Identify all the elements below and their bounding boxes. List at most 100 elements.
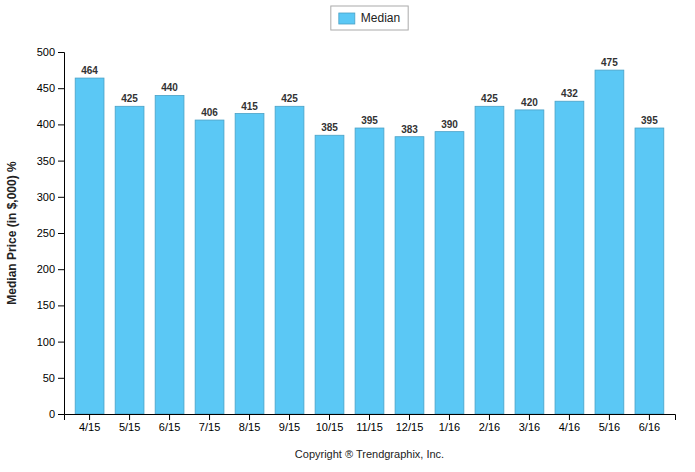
data-label: 432: [561, 88, 578, 99]
x-tick-label: 7/15: [199, 421, 220, 433]
x-tick-mark: [529, 414, 530, 420]
y-tick-label: 300: [37, 191, 55, 203]
x-tick-label: 11/15: [356, 421, 383, 433]
x-tick-mark: [129, 414, 130, 420]
x-tick-mark: [449, 414, 450, 420]
legend-item: Median: [339, 11, 400, 25]
x-tick-mark: [609, 414, 610, 420]
y-tick-mark: [58, 197, 64, 198]
bars: [75, 70, 664, 414]
data-label: 425: [481, 93, 498, 104]
y-axis-line: [58, 53, 65, 415]
y-tick: 100: [37, 336, 64, 348]
data-label: 383: [401, 124, 418, 135]
y-tick: 150: [37, 299, 64, 311]
x-tick: 10/15: [316, 414, 344, 433]
y-tick-mark: [58, 269, 64, 270]
plot: 0501001502002503003504004505004/155/156/…: [37, 46, 676, 433]
x-tick-label: 12/15: [396, 421, 424, 433]
y-tick-label: 450: [37, 82, 55, 94]
data-label: 406: [201, 107, 218, 118]
data-label: 475: [601, 57, 618, 68]
x-tick-label: 10/15: [316, 421, 344, 433]
x-tick-mark: [649, 414, 650, 420]
bar: [75, 78, 104, 414]
y-tick-mark: [58, 88, 64, 89]
legend: Median: [331, 6, 408, 30]
x-tick: 9/15: [279, 414, 300, 433]
x-tick-mark: [329, 414, 330, 420]
data-label: 440: [161, 82, 178, 93]
x-tick-mark: [209, 414, 210, 420]
bar: [555, 101, 584, 414]
y-tick-label: 200: [37, 263, 55, 275]
bar: [395, 137, 424, 414]
y-tick-mark: [58, 305, 64, 306]
bar: [115, 106, 144, 414]
data-label: 420: [521, 97, 538, 108]
y-tick-label: 350: [37, 155, 55, 167]
data-label: 390: [441, 119, 458, 130]
y-tick-mark: [58, 342, 64, 343]
y-tick-mark: [58, 124, 64, 125]
x-tick: 1/16: [439, 414, 460, 433]
y-tick: 400: [37, 118, 64, 130]
bar: [435, 132, 464, 414]
bar: [475, 106, 504, 414]
x-tick: 7/15: [199, 414, 220, 433]
x-axis-title: Copyright ® Trendgraphix, Inc.: [295, 448, 444, 460]
x-tick-label: 8/15: [239, 421, 260, 433]
bar: [235, 114, 264, 414]
x-tick: 2/16: [479, 414, 500, 433]
y-tick-mark: [58, 414, 64, 415]
x-tick-mark: [89, 414, 90, 420]
x-tick-label: 4/15: [79, 421, 100, 433]
y-tick: 200: [37, 263, 64, 275]
x-axis-line: [65, 415, 676, 421]
data-label: 425: [281, 93, 298, 104]
bar: [595, 70, 624, 414]
legend-swatch: [339, 13, 355, 24]
bar: [315, 135, 344, 414]
x-tick-mark: [489, 414, 490, 420]
x-tick: 4/15: [79, 414, 100, 433]
x-tick-mark: [169, 414, 170, 420]
x-tick-label: 9/15: [279, 421, 300, 433]
y-tick: 50: [43, 372, 64, 384]
y-axis: 0 50 100 150 200 250 300 350 400 450 500: [37, 46, 65, 420]
data-label: 385: [321, 122, 338, 133]
y-tick-mark: [58, 378, 64, 379]
chart: 0501001502002503003504004505004/155/156/…: [0, 0, 695, 472]
y-tick: 0: [49, 408, 64, 420]
bar: [515, 110, 544, 414]
bar: [155, 95, 184, 414]
x-tick: 6/15: [159, 414, 180, 433]
y-tick-label: 0: [49, 408, 55, 420]
x-tick-mark: [289, 414, 290, 420]
legend-frame: [331, 6, 408, 30]
data-label: 425: [121, 93, 138, 104]
bar: [635, 128, 664, 414]
x-tick-label: 6/15: [159, 421, 180, 433]
y-tick-label: 500: [37, 46, 55, 58]
data-labels: 464 425 440 406 415 425 385 395 383 390 425 420 432 4…: [81, 57, 658, 135]
y-tick-label: 400: [37, 118, 55, 130]
bar: [195, 120, 224, 414]
x-tick-label: 3/16: [519, 421, 540, 433]
x-tick-mark: [369, 414, 370, 420]
x-tick: 6/16: [639, 414, 660, 433]
y-tick: 250: [37, 227, 64, 239]
y-tick-label: 50: [43, 372, 55, 384]
x-tick-label: 5/16: [599, 421, 620, 433]
y-tick-mark: [58, 52, 64, 53]
x-tick: 8/15: [239, 414, 260, 433]
y-tick: 350: [37, 155, 64, 167]
data-label: 464: [81, 65, 98, 76]
x-tick-label: 1/16: [439, 421, 460, 433]
x-tick-mark: [569, 414, 570, 420]
data-label: 395: [641, 115, 658, 126]
x-tick-label: 2/16: [479, 421, 500, 433]
y-tick: 300: [37, 191, 64, 203]
y-tick-mark: [58, 233, 64, 234]
data-label: 415: [241, 101, 258, 112]
